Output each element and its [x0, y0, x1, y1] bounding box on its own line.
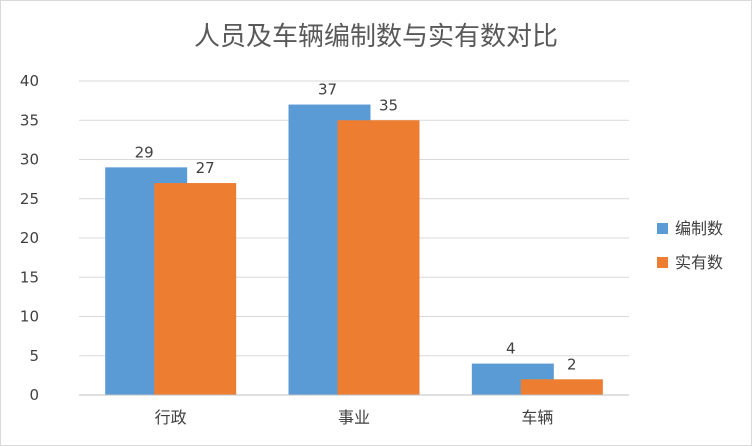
data-label: 37: [318, 81, 337, 99]
y-tick-label: 35: [20, 111, 39, 129]
legend-label: 编制数: [675, 219, 723, 238]
legend-swatch: [657, 257, 668, 268]
y-tick-label: 25: [20, 190, 39, 208]
x-category-label: 行政: [155, 408, 187, 427]
legend-swatch: [657, 223, 668, 234]
y-tick-label: 30: [20, 151, 39, 169]
data-label: 2: [567, 355, 577, 373]
x-category-label: 事业: [338, 408, 370, 427]
data-label: 35: [379, 96, 398, 114]
y-tick-label: 5: [29, 347, 39, 365]
bar-actual: [154, 183, 237, 395]
legend-label: 实有数: [675, 253, 723, 272]
bar-actual: [520, 379, 603, 395]
bars: [105, 104, 603, 396]
chart-title: 人员及车辆编制数与实有数对比: [194, 22, 558, 52]
y-tick-label: 0: [29, 386, 39, 404]
y-tick-label: 15: [20, 268, 39, 286]
y-tick-label: 10: [20, 308, 39, 326]
data-label: 4: [506, 340, 516, 358]
data-label: 29: [135, 143, 154, 161]
data-labels: 29 27 37 35 4 2: [135, 81, 577, 374]
bar-actual: [337, 120, 420, 395]
axes: 0 5 10 15 20 25 30 35 40 行政 事业 车辆: [20, 72, 629, 427]
data-label: 27: [196, 159, 215, 177]
x-category-label: 车辆: [521, 408, 553, 427]
y-tick-label: 20: [20, 229, 39, 247]
y-tick-label: 40: [20, 72, 39, 90]
